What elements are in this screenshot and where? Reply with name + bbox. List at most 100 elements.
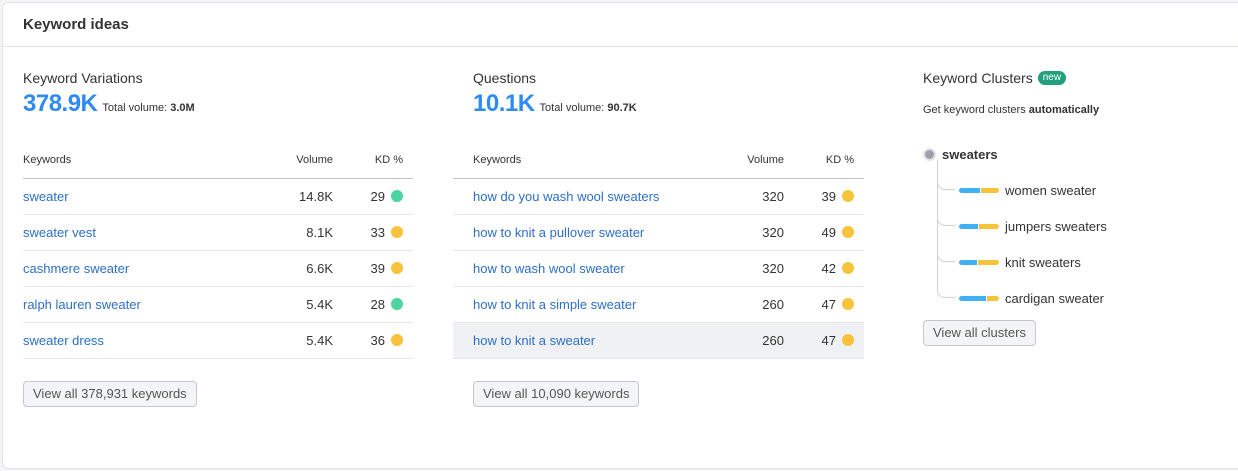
kd-value: 39 bbox=[370, 260, 385, 276]
kd-difficulty-dot-icon bbox=[842, 334, 854, 346]
total-volume-value: 3.0M bbox=[170, 102, 195, 114]
kd-difficulty-dot-icon bbox=[391, 226, 403, 238]
card-header: Keyword ideas bbox=[3, 3, 1238, 47]
keyword-link[interactable]: cashmere sweater bbox=[23, 260, 130, 276]
keyword-link[interactable]: how to wash wool sweater bbox=[473, 260, 625, 276]
table-row: how to knit a simple sweater 260 47 bbox=[453, 286, 864, 323]
keyword-clusters-section: Keyword Clusters new Get keyword cluster… bbox=[923, 69, 1223, 346]
kd-value: 42 bbox=[821, 260, 836, 276]
table-row: how to wash wool sweater 320 42 bbox=[453, 250, 864, 287]
keyword-link[interactable]: sweater bbox=[23, 188, 69, 204]
keyword-link[interactable]: ralph lauren sweater bbox=[23, 296, 141, 312]
tree-connector-line bbox=[937, 160, 938, 286]
column-kd: KD % bbox=[784, 142, 864, 179]
volume-cell: 5.4K bbox=[273, 286, 333, 323]
table-row: cashmere sweater 6.6K 39 bbox=[23, 250, 413, 287]
kd-cell: 39 bbox=[822, 189, 854, 204]
intent-bar-icon bbox=[959, 259, 999, 265]
kd-cell: 42 bbox=[822, 261, 854, 276]
kd-cell: 28 bbox=[371, 297, 403, 312]
cluster-label: knit sweaters bbox=[1005, 254, 1081, 270]
volume-cell: 320 bbox=[724, 250, 784, 287]
view-all-keywords-button[interactable]: View all 378,931 keywords bbox=[23, 380, 197, 407]
keyword-variations-section: Keyword Variations 378.9K Total volume: … bbox=[23, 69, 413, 407]
volume-cell: 8.1K bbox=[273, 214, 333, 251]
kd-value: 33 bbox=[370, 224, 385, 240]
clusters-description: Get keyword clusters automatically bbox=[923, 104, 1223, 116]
section-title: Keyword Clusters bbox=[923, 70, 1033, 86]
kd-cell: 49 bbox=[822, 225, 854, 240]
cluster-label: cardigan sweater bbox=[1005, 290, 1104, 306]
kd-difficulty-dot-icon bbox=[391, 190, 403, 202]
intent-bar-icon bbox=[959, 223, 999, 229]
cluster-item[interactable]: women sweater bbox=[937, 176, 1097, 200]
kd-value: 47 bbox=[821, 332, 836, 348]
description-bold: automatically bbox=[1028, 104, 1100, 116]
tree-branch-icon bbox=[937, 248, 955, 262]
volume-cell: 320 bbox=[724, 214, 784, 251]
volume-cell: 14.8K bbox=[273, 178, 333, 215]
table-row: sweater 14.8K 29 bbox=[23, 178, 413, 215]
variations-count[interactable]: 378.9K bbox=[23, 90, 98, 117]
volume-cell: 260 bbox=[724, 322, 784, 359]
cluster-item[interactable]: cardigan sweater bbox=[937, 284, 1104, 308]
column-keywords: Keywords bbox=[23, 142, 273, 179]
root-node-icon bbox=[925, 149, 934, 159]
kd-cell: 47 bbox=[822, 333, 854, 348]
cluster-tree: sweaters women sweater jumpers sweaters kn… bbox=[923, 144, 1223, 324]
kd-difficulty-dot-icon bbox=[842, 298, 854, 310]
column-kd: KD % bbox=[333, 142, 413, 179]
kd-cell: 33 bbox=[371, 225, 403, 240]
column-volume: Volume bbox=[724, 142, 784, 179]
column-keywords: Keywords bbox=[453, 142, 724, 179]
keyword-link[interactable]: how to knit a pullover sweater bbox=[473, 224, 645, 240]
keyword-link[interactable]: how to knit a simple sweater bbox=[473, 296, 637, 312]
kd-difficulty-dot-icon bbox=[391, 334, 403, 346]
cluster-item[interactable]: jumpers sweaters bbox=[937, 212, 1107, 236]
cluster-item[interactable]: knit sweaters bbox=[937, 248, 1081, 272]
intent-bar-icon bbox=[959, 187, 999, 193]
table-row: ralph lauren sweater 5.4K 28 bbox=[23, 286, 413, 323]
view-all-questions-button[interactable]: View all 10,090 keywords bbox=[473, 380, 640, 407]
kd-value: 47 bbox=[821, 296, 836, 312]
total-volume-label: Total volume: bbox=[539, 102, 605, 114]
volume-cell: 320 bbox=[724, 178, 784, 215]
view-all-clusters-button[interactable]: View all clusters bbox=[923, 320, 1036, 346]
table-row: how do you wash wool sweaters 320 39 bbox=[453, 178, 864, 215]
total-volume-label: Total volume: bbox=[102, 102, 168, 114]
kd-difficulty-dot-icon bbox=[391, 262, 403, 274]
kd-cell: 36 bbox=[371, 333, 403, 348]
tree-branch-icon bbox=[937, 176, 955, 190]
questions-table: Keywords Volume KD % how do you wash woo… bbox=[453, 142, 864, 359]
kd-difficulty-dot-icon bbox=[842, 262, 854, 274]
keyword-link[interactable]: sweater dress bbox=[23, 332, 104, 348]
column-volume: Volume bbox=[273, 142, 333, 179]
new-badge: new bbox=[1037, 71, 1067, 85]
card-title: Keyword ideas bbox=[23, 16, 129, 33]
tree-branch-icon bbox=[937, 212, 955, 226]
section-title: Questions bbox=[473, 70, 537, 86]
volume-cell: 6.6K bbox=[273, 250, 333, 287]
table-row: how to knit a sweater 260 47 bbox=[453, 322, 864, 359]
table-row: sweater dress 5.4K 36 bbox=[23, 322, 413, 359]
keyword-link[interactable]: how to knit a sweater bbox=[473, 332, 596, 348]
cluster-root: sweaters bbox=[923, 144, 1223, 164]
tree-branch-icon bbox=[937, 284, 955, 298]
metric-row: 378.9K Total volume: 3.0M bbox=[23, 90, 413, 117]
kd-value: 29 bbox=[370, 188, 385, 204]
root-label: sweaters bbox=[942, 146, 998, 162]
kd-value: 49 bbox=[821, 224, 836, 240]
keyword-link[interactable]: how do you wash wool sweaters bbox=[473, 188, 660, 204]
metric-row: 10.1K Total volume: 90.7K bbox=[453, 90, 864, 117]
intent-bar-icon bbox=[959, 295, 999, 301]
kd-difficulty-dot-icon bbox=[842, 190, 854, 202]
variations-table: Keywords Volume KD % sweater 14.8K 29 sweat… bbox=[23, 142, 413, 359]
questions-count[interactable]: 10.1K bbox=[473, 90, 535, 117]
volume-cell: 260 bbox=[724, 286, 784, 323]
cluster-label: women sweater bbox=[1005, 182, 1097, 198]
kd-value: 39 bbox=[821, 188, 836, 204]
kd-value: 28 bbox=[370, 296, 385, 312]
kd-cell: 29 bbox=[371, 189, 403, 204]
questions-section: Questions 10.1K Total volume: 90.7K Keyw… bbox=[453, 69, 864, 407]
keyword-link[interactable]: sweater vest bbox=[23, 224, 96, 240]
